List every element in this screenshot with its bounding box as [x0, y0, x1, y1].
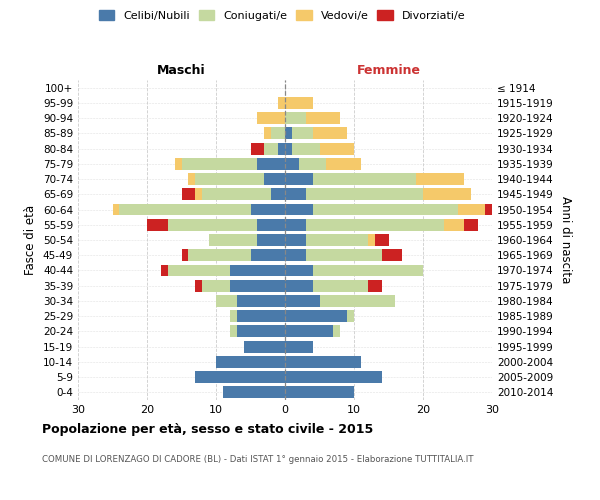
Bar	[237, 295, 285, 307]
Bar	[285, 204, 313, 216]
Bar	[299, 158, 326, 170]
Bar	[368, 234, 374, 246]
Bar	[196, 173, 265, 185]
Bar	[285, 386, 354, 398]
Bar	[251, 250, 285, 261]
Bar	[306, 234, 368, 246]
Bar	[313, 264, 423, 276]
Bar	[196, 280, 202, 291]
Bar	[292, 128, 313, 140]
Bar	[285, 158, 299, 170]
Bar	[119, 204, 251, 216]
Bar	[257, 234, 285, 246]
Bar	[251, 204, 285, 216]
Bar	[313, 204, 458, 216]
Bar	[161, 264, 168, 276]
Bar	[313, 280, 368, 291]
Bar	[257, 158, 285, 170]
Bar	[416, 173, 464, 185]
Bar	[188, 250, 251, 261]
Bar	[368, 280, 382, 291]
Bar	[485, 204, 499, 216]
Bar	[306, 112, 340, 124]
Bar	[278, 97, 285, 109]
Bar	[334, 326, 340, 338]
Bar	[285, 128, 292, 140]
Bar	[285, 295, 320, 307]
Bar	[168, 219, 257, 230]
Bar	[347, 310, 354, 322]
Bar	[230, 326, 237, 338]
Bar	[464, 219, 478, 230]
Bar	[285, 97, 313, 109]
Bar	[230, 264, 285, 276]
Bar	[216, 295, 237, 307]
Bar	[443, 219, 464, 230]
Bar	[237, 326, 285, 338]
Bar	[265, 128, 271, 140]
Bar	[182, 250, 188, 261]
Bar	[285, 142, 292, 154]
Bar	[257, 219, 285, 230]
Bar	[244, 340, 285, 352]
Legend: Celibi/Nubili, Coniugati/e, Vedovi/e, Divorziati/e: Celibi/Nubili, Coniugati/e, Vedovi/e, Di…	[94, 6, 470, 25]
Bar	[271, 128, 285, 140]
Bar	[285, 219, 306, 230]
Bar	[285, 326, 334, 338]
Bar	[285, 340, 313, 352]
Bar	[285, 371, 382, 383]
Bar	[320, 295, 395, 307]
Bar	[265, 173, 285, 185]
Bar	[285, 173, 313, 185]
Bar	[265, 142, 278, 154]
Bar	[147, 219, 168, 230]
Bar	[251, 142, 265, 154]
Bar	[182, 158, 257, 170]
Text: COMUNE DI LORENZAGO DI CADORE (BL) - Dati ISTAT 1° gennaio 2015 - Elaborazione T: COMUNE DI LORENZAGO DI CADORE (BL) - Dat…	[42, 455, 473, 464]
Bar	[285, 112, 306, 124]
Bar	[306, 188, 423, 200]
Bar	[313, 128, 347, 140]
Bar	[285, 310, 347, 322]
Bar	[271, 188, 285, 200]
Bar	[196, 371, 285, 383]
Bar	[188, 173, 196, 185]
Bar	[306, 250, 382, 261]
Bar	[285, 356, 361, 368]
Bar	[230, 280, 285, 291]
Bar	[175, 158, 182, 170]
Bar	[113, 204, 119, 216]
Bar	[285, 234, 306, 246]
Bar	[285, 250, 306, 261]
Bar	[292, 142, 320, 154]
Bar	[285, 264, 313, 276]
Y-axis label: Anni di nascita: Anni di nascita	[559, 196, 572, 284]
Bar	[320, 142, 354, 154]
Bar	[257, 112, 285, 124]
Text: Maschi: Maschi	[157, 64, 206, 77]
Bar	[382, 250, 402, 261]
Bar	[182, 188, 196, 200]
Text: Popolazione per età, sesso e stato civile - 2015: Popolazione per età, sesso e stato civil…	[42, 422, 373, 436]
Bar	[216, 356, 285, 368]
Bar	[230, 310, 237, 322]
Bar	[223, 386, 285, 398]
Bar	[285, 188, 306, 200]
Bar	[313, 173, 416, 185]
Bar	[168, 264, 230, 276]
Bar	[306, 219, 443, 230]
Y-axis label: Fasce di età: Fasce di età	[25, 205, 37, 275]
Bar	[237, 310, 285, 322]
Bar	[202, 188, 271, 200]
Bar	[202, 280, 230, 291]
Bar	[374, 234, 389, 246]
Text: Femmine: Femmine	[356, 64, 421, 77]
Bar	[458, 204, 485, 216]
Bar	[326, 158, 361, 170]
Bar	[278, 142, 285, 154]
Bar	[196, 188, 202, 200]
Bar	[285, 280, 313, 291]
Bar	[423, 188, 472, 200]
Bar	[209, 234, 257, 246]
